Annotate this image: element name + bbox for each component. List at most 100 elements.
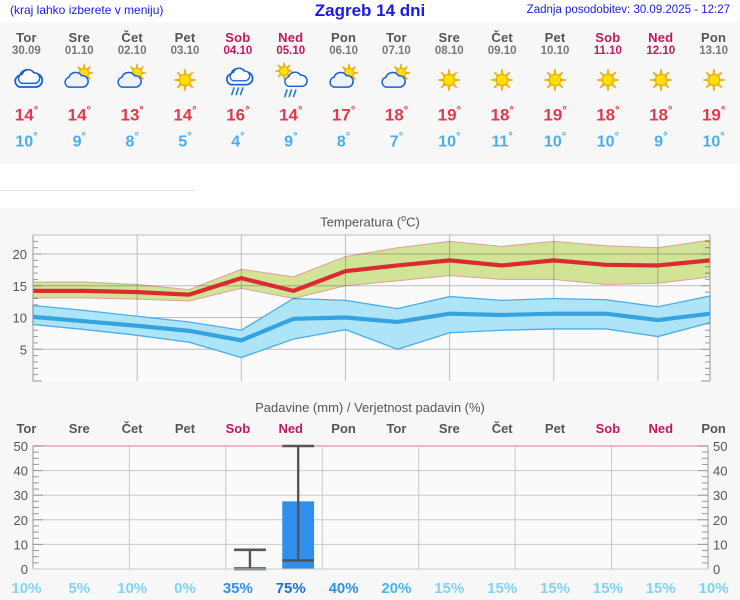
partly-sunny-icon bbox=[328, 63, 358, 88]
forecast-day-date: 13.10 bbox=[699, 45, 728, 57]
forecast-day-name: Ned bbox=[648, 30, 674, 45]
forecast-temp-min: 10° bbox=[423, 127, 476, 152]
forecast-temp-min: 10° bbox=[529, 127, 582, 152]
precipitation-day-label-cell: Sob bbox=[211, 420, 264, 438]
partly-sunny-icon bbox=[381, 63, 411, 88]
forecast-weather-icon-wrap bbox=[423, 60, 476, 100]
forecast-temp-max-value: 19 bbox=[701, 105, 721, 125]
precipitation-day-name: Sre bbox=[438, 421, 460, 436]
sunny-icon bbox=[702, 68, 725, 92]
forecast-day-date: 30.09 bbox=[12, 45, 41, 57]
forecast-weather-icon-wrap bbox=[476, 60, 529, 100]
precipitation-chart: Padavine (mm) / Verjetnost padavin (%) T… bbox=[0, 396, 740, 600]
forecast-day-date: 01.10 bbox=[64, 45, 94, 57]
precipitation-probability-value: 15% bbox=[540, 580, 571, 597]
precipitation-chart-title: Padavine (mm) / Verjetnost padavin (%) bbox=[255, 400, 485, 415]
forecast-temp-min-value: 9 bbox=[284, 132, 293, 150]
forecast-temp-max: 17° bbox=[317, 100, 370, 127]
forecast-temp-max: 14° bbox=[159, 100, 212, 127]
precipitation-probability-cell: 15% bbox=[476, 580, 529, 598]
sunny-icon bbox=[543, 68, 567, 92]
forecast-temp-min: 10° bbox=[0, 127, 53, 152]
precipitation-day-label-cell: Sob bbox=[581, 420, 634, 438]
forecast-day-column: Ned 12.10 18° 9° bbox=[634, 22, 687, 164]
menu-hint: (kraj lahko izberete v meniju) bbox=[10, 3, 164, 17]
forecast-day-column: Čet 02.10 13° 8° bbox=[106, 22, 159, 164]
degree-symbol: ° bbox=[720, 130, 725, 143]
forecast-day-name: Pet bbox=[544, 30, 566, 45]
degree-symbol: ° bbox=[134, 130, 139, 143]
forecast-temp-max-value: 16 bbox=[226, 105, 246, 125]
forecast-weather-icon-wrap bbox=[211, 60, 264, 100]
forecast-temp-max: 14° bbox=[0, 100, 53, 127]
degree-symbol: ° bbox=[614, 130, 619, 143]
forecast-weather-icon-wrap bbox=[687, 60, 740, 100]
precipitation-probability-value: 15% bbox=[487, 580, 518, 597]
precipitation-day-name: Sob bbox=[595, 421, 621, 436]
sunny-icon bbox=[490, 68, 514, 92]
forecast-temp-min: 7° bbox=[370, 127, 423, 152]
forecast-temp-max-value: 18 bbox=[649, 105, 668, 125]
forecast-day-column: Tor 07.10 18° 7° bbox=[370, 22, 423, 164]
forecast-day-name: Sob bbox=[595, 30, 621, 45]
degree-symbol: ° bbox=[345, 130, 351, 143]
precipitation-probability-cell: 75% bbox=[264, 580, 317, 598]
precipitation-day-name: Ned bbox=[648, 421, 674, 436]
forecast-weather-icon-wrap bbox=[581, 60, 634, 100]
forecast-temp-min-value: 9 bbox=[654, 132, 663, 150]
precipitation-day-label-cell: Pon bbox=[687, 420, 740, 438]
forecast-day-column: Pet 10.10 19° 10° bbox=[529, 22, 582, 164]
degree-symbol: ° bbox=[297, 105, 303, 117]
forecast-weather-icon-wrap bbox=[634, 60, 687, 100]
precipitation-plot: 0 0 10 10 20 20 30 30 40 40 50 50 bbox=[14, 439, 728, 577]
forecast-temp-min: 9° bbox=[634, 127, 687, 152]
degree-symbol: ° bbox=[509, 105, 514, 117]
precipitation-probability-cell: 15% bbox=[529, 580, 582, 598]
precipitation-y-tick-label-left: 20 bbox=[14, 513, 28, 528]
precipitation-day-name: Pet bbox=[544, 421, 566, 436]
forecast-temp-max: 14° bbox=[264, 100, 317, 127]
degree-sup: o bbox=[401, 213, 407, 223]
precipitation-y-tick-label-right: 20 bbox=[713, 513, 727, 528]
forecast-weather-icon-wrap bbox=[264, 60, 317, 100]
forecast-temp-min: 11° bbox=[476, 127, 529, 152]
precipitation-day-name: Sre bbox=[68, 421, 90, 436]
forecast-day-name: Ned bbox=[278, 30, 304, 45]
precipitation-probability-value: 15% bbox=[645, 580, 676, 597]
page-title: Zagreb 14 dni bbox=[314, 1, 426, 20]
precipitation-probability-cell: 10% bbox=[687, 580, 740, 598]
forecast-day-name: Pon bbox=[331, 30, 357, 45]
precipitation-probability-value: 10% bbox=[11, 580, 42, 597]
rain-shower-icon bbox=[225, 67, 254, 96]
forecast-day-column: Sre 08.10 19° 10° bbox=[423, 22, 476, 164]
precipitation-probability-value: 5% bbox=[68, 580, 91, 597]
precipitation-probability-value: 35% bbox=[222, 580, 253, 597]
forecast-weather-icon-wrap bbox=[53, 60, 106, 100]
forecast-day-date: 05.10 bbox=[276, 45, 306, 57]
degree-symbol: ° bbox=[192, 105, 197, 117]
forecast-temp-min-value: 10 bbox=[596, 132, 615, 150]
precipitation-probability-cell: 15% bbox=[634, 580, 687, 598]
sunny-icon bbox=[173, 68, 197, 92]
precipitation-day-label-cell: Sre bbox=[423, 420, 476, 438]
precipitation-day-name: Tor bbox=[386, 421, 407, 436]
precipitation-y-tick-label-left: 10 bbox=[14, 537, 28, 552]
precipitation-probability-value: 15% bbox=[434, 580, 465, 597]
precipitation-probability-cell: 40% bbox=[317, 580, 370, 598]
forecast-weather-icon-wrap bbox=[0, 60, 53, 100]
degree-symbol: ° bbox=[245, 105, 250, 117]
forecast-day-date: 11.10 bbox=[593, 45, 622, 57]
precipitation-day-label-cell: Čet bbox=[476, 420, 529, 438]
forecast-day-name: Sre bbox=[68, 30, 91, 45]
forecast-temp-min-value: 10 bbox=[702, 132, 721, 150]
precipitation-y-tick-label-right: 0 bbox=[713, 562, 720, 577]
forecast-day-column: Sob 11.10 18° 10° bbox=[581, 22, 634, 164]
forecast-temp-min-value: 8 bbox=[125, 132, 135, 150]
degree-symbol: ° bbox=[240, 130, 245, 143]
forecast-temp-max: 19° bbox=[687, 100, 740, 127]
precipitation-probability-cell: 5% bbox=[53, 580, 106, 598]
partly-sunny-icon bbox=[64, 63, 94, 88]
forecast-temp-min-value: 7 bbox=[389, 132, 399, 150]
temperature-chart-title: Temperatura (oC) bbox=[0, 213, 740, 229]
